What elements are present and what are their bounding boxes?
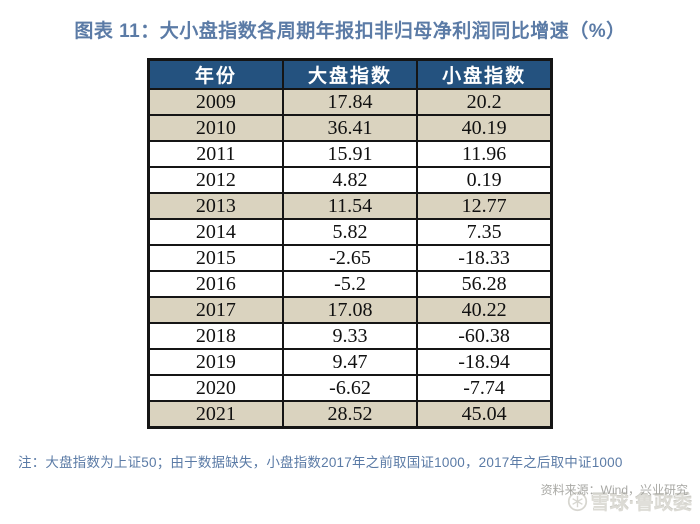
- cell-small-cap: 12.77: [416, 192, 553, 220]
- table-row: 2019 9.47 -18.94: [147, 348, 553, 376]
- table-row: 2013 11.54 12.77: [147, 192, 553, 220]
- cell-year: 2018: [147, 322, 284, 350]
- col-header-small-cap-index: 小盘指数: [416, 58, 553, 90]
- cell-small-cap: 7.35: [416, 218, 553, 246]
- table-row: 2018 9.33 -60.38: [147, 322, 553, 350]
- table-row: 2011 15.91 11.96: [147, 140, 553, 168]
- watermark-text: 雪球·鲁政委: [590, 493, 692, 514]
- cell-year: 2015: [147, 244, 284, 272]
- cell-year: 2012: [147, 166, 284, 194]
- cell-large-cap: 28.52: [281, 400, 419, 429]
- cell-year: 2011: [147, 140, 284, 168]
- cell-large-cap: 17.08: [281, 296, 419, 324]
- cell-large-cap: -2.65: [281, 244, 419, 272]
- cell-year: 2010: [147, 114, 284, 142]
- cell-small-cap: 40.22: [416, 296, 553, 324]
- cell-large-cap: -5.2: [281, 270, 419, 298]
- table-row: 2021 28.52 45.04: [147, 400, 553, 429]
- cell-small-cap: 45.04: [416, 400, 553, 429]
- cell-year: 2013: [147, 192, 284, 220]
- source-text: 资料来源：Wind，兴业研究: [540, 483, 688, 497]
- cell-year: 2016: [147, 270, 284, 298]
- cell-large-cap: 11.54: [281, 192, 419, 220]
- table-row: 2020 -6.62 -7.74: [147, 374, 553, 402]
- cell-small-cap: -7.74: [416, 374, 553, 402]
- cell-year: 2019: [147, 348, 284, 376]
- cell-large-cap: 17.84: [281, 88, 419, 116]
- cell-small-cap: -18.33: [416, 244, 553, 272]
- data-table: 年份 大盘指数 小盘指数 2009 17.84 20.2 2010 36.41 40.19…: [147, 58, 553, 429]
- cell-small-cap: 20.2: [416, 88, 553, 116]
- cell-small-cap: -18.94: [416, 348, 553, 376]
- cell-small-cap: 0.19: [416, 166, 553, 194]
- table-body: 2009 17.84 20.2 2010 36.41 40.19 2011 15.91 11.9…: [147, 88, 553, 429]
- footnote: 注：大盘指数为上证50；由于数据缺失，小盘指数2017年之前取国证1000，20…: [18, 455, 623, 470]
- table-header-row: 年份 大盘指数 小盘指数: [147, 58, 553, 90]
- table-row: 2010 36.41 40.19: [147, 114, 553, 142]
- table-row: 2016 -5.2 56.28: [147, 270, 553, 298]
- table-row: 2015 -2.65 -18.33: [147, 244, 553, 272]
- cell-small-cap: -60.38: [416, 322, 553, 350]
- cell-large-cap: 15.91: [281, 140, 419, 168]
- table-row: 2017 17.08 40.22: [147, 296, 553, 324]
- cell-large-cap: 9.33: [281, 322, 419, 350]
- cell-large-cap: 36.41: [281, 114, 419, 142]
- col-header-year: 年份: [147, 58, 284, 90]
- cell-small-cap: 56.28: [416, 270, 553, 298]
- col-header-large-cap-index: 大盘指数: [281, 58, 419, 90]
- cell-year: 2017: [147, 296, 284, 324]
- cell-large-cap: 9.47: [281, 348, 419, 376]
- table-row: 2014 5.82 7.35: [147, 218, 553, 246]
- cell-large-cap: -6.62: [281, 374, 419, 402]
- cell-small-cap: 40.19: [416, 114, 553, 142]
- cell-small-cap: 11.96: [416, 140, 553, 168]
- cell-year: 2009: [147, 88, 284, 116]
- cell-year: 2014: [147, 218, 284, 246]
- snowball-icon: [567, 491, 588, 512]
- cell-year: 2021: [147, 400, 284, 429]
- cell-year: 2020: [147, 374, 284, 402]
- cell-large-cap: 5.82: [281, 218, 419, 246]
- xueqiu-watermark: 雪球·鲁政委: [567, 488, 692, 515]
- cell-large-cap: 4.82: [281, 166, 419, 194]
- chart-title: 图表 11：大小盘指数各周期年报扣非归母净利润同比增速（%）: [74, 21, 626, 42]
- table-row: 2009 17.84 20.2: [147, 88, 553, 116]
- table-row: 2012 4.82 0.19: [147, 166, 553, 194]
